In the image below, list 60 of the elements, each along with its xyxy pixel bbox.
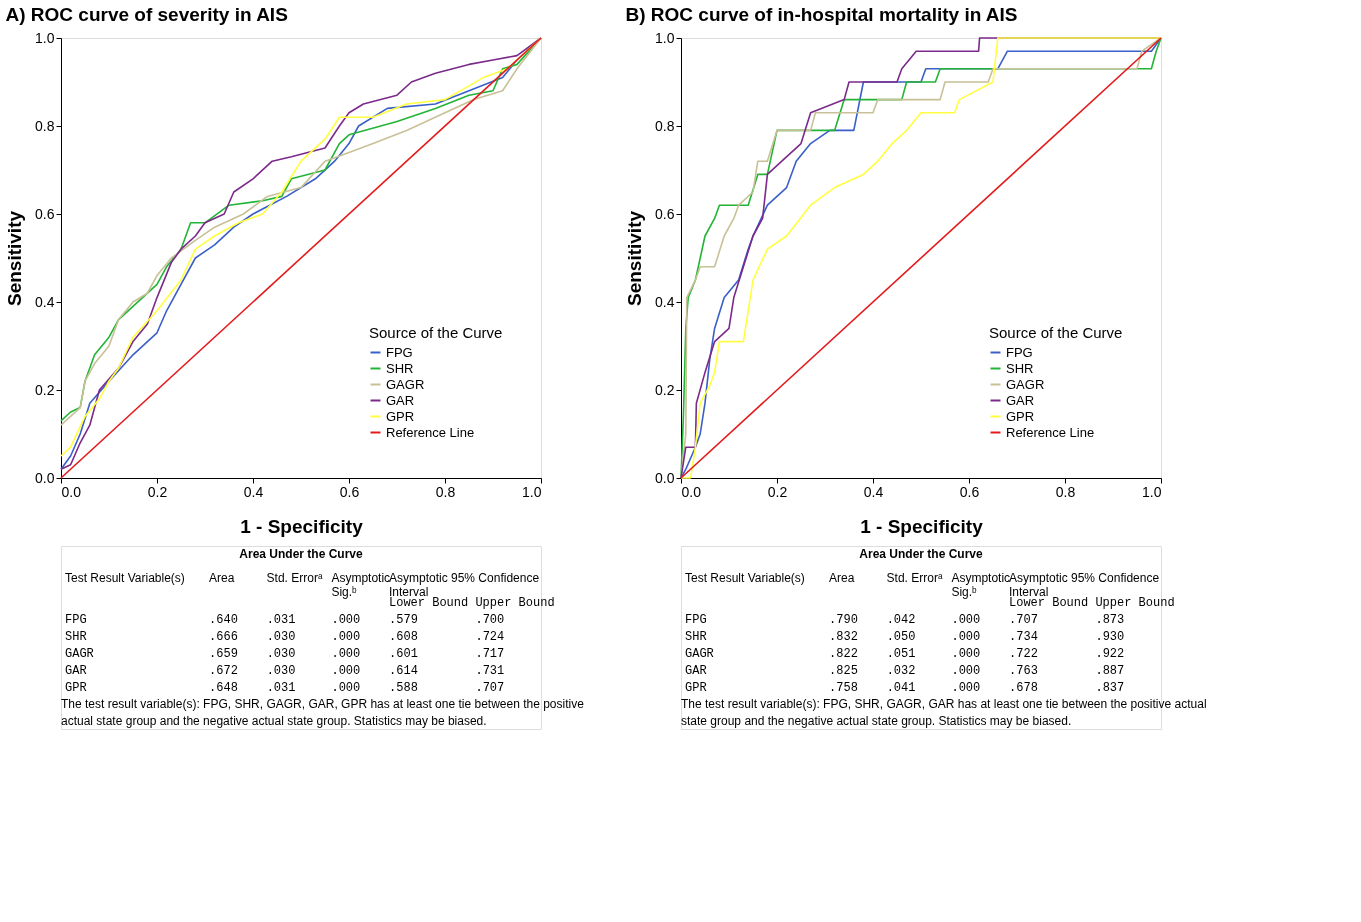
legend-label: Reference Line [1006,424,1095,440]
x-tick-label: 0.0 [61,483,82,500]
text: SHR .832 .050 .000 .734 .930 [685,629,1125,644]
legend-label: Reference Line [386,424,475,440]
legend-label: SHR [386,360,414,376]
text: FPG .790 .042 .000 .707 .873 [685,612,1125,627]
y-tick-label: 0.6 [655,205,675,222]
text: GAR .825 .032 .000 .763 .887 [685,663,1125,678]
y-tick-label: 0.4 [655,293,675,310]
text: GAGR .822 .051 .000 .722 .922 [685,646,1125,661]
text: Area Under the Curve [239,547,364,562]
y-tick-label: 0.0 [35,469,55,486]
legend-title: Source of the Curve [369,324,503,341]
x-tick-label: 1.0 [1142,483,1162,500]
y-axis-title: Sensitivity [624,210,646,307]
y-tick-label: 1.0 [35,29,55,46]
text: GAR .672 .030 .000 .614 .731 [65,663,505,678]
x-tick-label: 0.4 [863,483,884,500]
x-tick-label: 0.6 [339,483,360,500]
text: The test result variable(s): FPG, SHR, GAGR, GAR has at least one tie between the positive actual [681,696,1207,711]
x-tick-label: 0.2 [147,483,168,500]
y-tick-label: 0.2 [655,381,675,398]
legend-label: SHR [1006,360,1034,376]
chart-title: A) ROC curve of severity in AIS [5,4,288,25]
x-tick-label: 0.6 [959,483,980,500]
chart-title: B) ROC curve of in-hospital mortality in AIS [625,4,1018,25]
y-axis-title: Sensitivity [4,210,26,307]
legend-label: GPR [386,408,415,424]
y-tick-label: 0.8 [35,117,55,134]
x-tick-label: 0.4 [243,483,264,500]
x-tick-label: 0.8 [435,483,456,500]
legend-label: FPG [386,344,413,360]
text: FPG .640 .031 .000 .579 .700 [65,612,505,627]
y-tick-label: 0.4 [35,293,55,310]
text: Area Under the Curve [859,547,984,562]
legend-label: GAGR [386,376,425,392]
text: actual state group and the negative actual state group. Statistics may be biased. [61,713,487,728]
y-tick-label: 0.8 [655,117,675,134]
x-axis-title: 1 - Specificity [240,515,364,537]
x-tick-label: 1.0 [522,483,542,500]
y-tick-label: 0.6 [35,205,55,222]
y-tick-label: 1.0 [655,29,675,46]
legend-title: Source of the Curve [989,324,1123,341]
legend-label: GAR [1006,392,1035,408]
x-axis-title: 1 - Specificity [860,515,984,537]
text: state group and the negative actual state group. Statistics may be biased. [681,713,1072,728]
x-tick-label: 0.8 [1055,483,1076,500]
text: GAGR .659 .030 .000 .601 .717 [65,646,505,661]
y-tick-label: 0.2 [35,381,55,398]
x-tick-label: 0.0 [681,483,702,500]
text: GPR .648 .031 .000 .588 .707 [65,680,505,695]
legend-label: GPR [1006,408,1035,424]
text: GPR .758 .041 .000 .678 .837 [685,680,1125,695]
legend-label: GAR [386,392,415,408]
x-tick-label: 0.2 [767,483,788,500]
y-tick-label: 0.0 [655,469,675,486]
legend-label: FPG [1006,344,1033,360]
text: SHR .666 .030 .000 .608 .724 [65,629,505,644]
text: The test result variable(s): FPG, SHR, GAGR, GAR, GPR has at least one tie between the positive [61,696,585,711]
legend-label: GAGR [1006,376,1045,392]
